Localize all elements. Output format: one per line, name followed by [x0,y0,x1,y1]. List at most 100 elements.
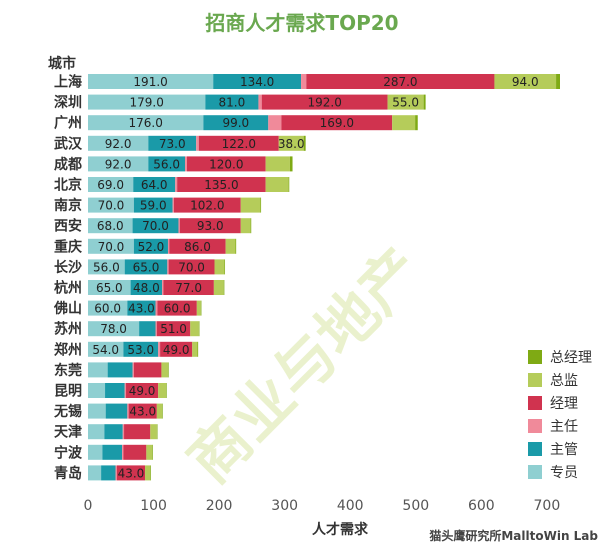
bar-segment [104,424,123,440]
data-label: 134.0 [240,75,274,89]
data-label: 191.0 [133,75,167,89]
data-label: 60.0 [164,302,191,316]
bar-segment [168,259,215,275]
legend-swatch [528,465,542,479]
bar-segment [200,300,202,316]
bar-segment [240,197,261,213]
bar-segment [88,383,106,398]
x-tick-label: 500 [402,498,429,514]
x-tick-label: 200 [206,498,233,514]
data-label: 192.0 [307,96,341,110]
bar-segment [225,238,236,254]
data-label: 122.0 [222,137,256,151]
legend-label: 经理 [550,396,578,412]
bar-segment [150,465,151,481]
bar-segment [88,444,103,460]
bar-segment [163,280,214,295]
bar-segment [146,444,153,460]
bar-segment [303,135,306,151]
bar-segment [88,321,140,337]
bar-segment [240,218,251,234]
data-label: 70.0 [98,240,125,254]
bar-segment [205,94,259,110]
bar-segment [258,94,262,110]
bar-segment [196,300,201,316]
category-label: 天津 [54,424,82,441]
bar-segment [155,300,158,316]
bar-segment [88,197,134,213]
category-label: 郑州 [54,341,82,358]
bar-segment [123,444,147,460]
category-label: 广州 [54,115,82,132]
x-tick-label: 600 [468,498,495,514]
bar-segment [306,74,495,89]
bar-segment [166,383,167,398]
bar-segment [158,383,167,398]
data-label: 65.0 [133,260,160,274]
category-label: 苏州 [54,321,82,338]
data-label: 53.0 [127,343,154,357]
bar-segment [494,74,557,89]
data-label: 93.0 [197,219,224,233]
bar-segment [175,177,178,192]
bar-segment [179,218,241,234]
bar-segment [556,74,560,89]
bar-segment [133,197,173,213]
bar-segment [150,424,157,440]
category-label: 昆明 [54,384,82,400]
bar-segment [88,177,134,192]
bar-segment [88,465,102,481]
category-label: 西安 [54,218,82,235]
category-label: 无锡 [53,403,82,420]
bar-segment [105,403,128,419]
bar-segment [214,259,225,275]
bar-segment [265,177,289,192]
bar-segment [301,74,307,89]
bar-segment [250,218,252,234]
data-label: 92.0 [105,137,132,151]
data-label: 56.0 [153,157,180,171]
bar-segment [261,94,388,110]
bar-segment [224,259,226,275]
data-label: 38.0 [278,137,305,151]
legend-label: 专员 [550,465,578,481]
data-label: 135.0 [204,178,238,192]
bar-segment [124,383,127,398]
bar-segment [126,383,159,398]
bar-segment [161,362,168,378]
bar-segment [160,341,193,357]
legend-label: 主任 [550,419,578,435]
data-label: 49.0 [129,384,156,398]
bar-segment [102,444,123,460]
category-label: 武汉 [54,135,83,152]
bar-segment [105,383,125,398]
category-label: 青岛 [54,465,82,482]
bar-segment [162,280,164,295]
bar-segment [133,238,168,254]
bar-segment [213,280,224,295]
category-label: 成都 [54,156,82,173]
x-axis-label: 人才需求 [312,521,369,538]
legend-swatch [528,419,542,433]
bars-group: 191.0 134.0 287.0 94.0 179.0 81.0 192.0 55.0 176… [88,74,560,481]
bar-segment [178,218,180,234]
bar-segment [172,197,174,213]
bar-segment [124,424,151,440]
bar-segment [185,156,187,172]
legend-label: 总经理 [550,350,592,366]
x-tick-label: 400 [337,498,364,514]
category-label: 南京 [54,197,82,214]
data-label: 81.0 [219,96,246,110]
bar-segment [387,94,424,110]
bar-segment [198,135,279,151]
data-label: 70.0 [178,260,205,274]
category-label: 上海 [54,74,82,91]
category-label: 宁波 [54,444,83,461]
x-axis-ticks: 0 100 200 300 400 500 600 700 [84,498,561,514]
bar-segment [127,300,156,316]
bar-segment [148,156,186,172]
bar-segment [88,403,106,419]
data-label: 69.0 [97,178,124,192]
